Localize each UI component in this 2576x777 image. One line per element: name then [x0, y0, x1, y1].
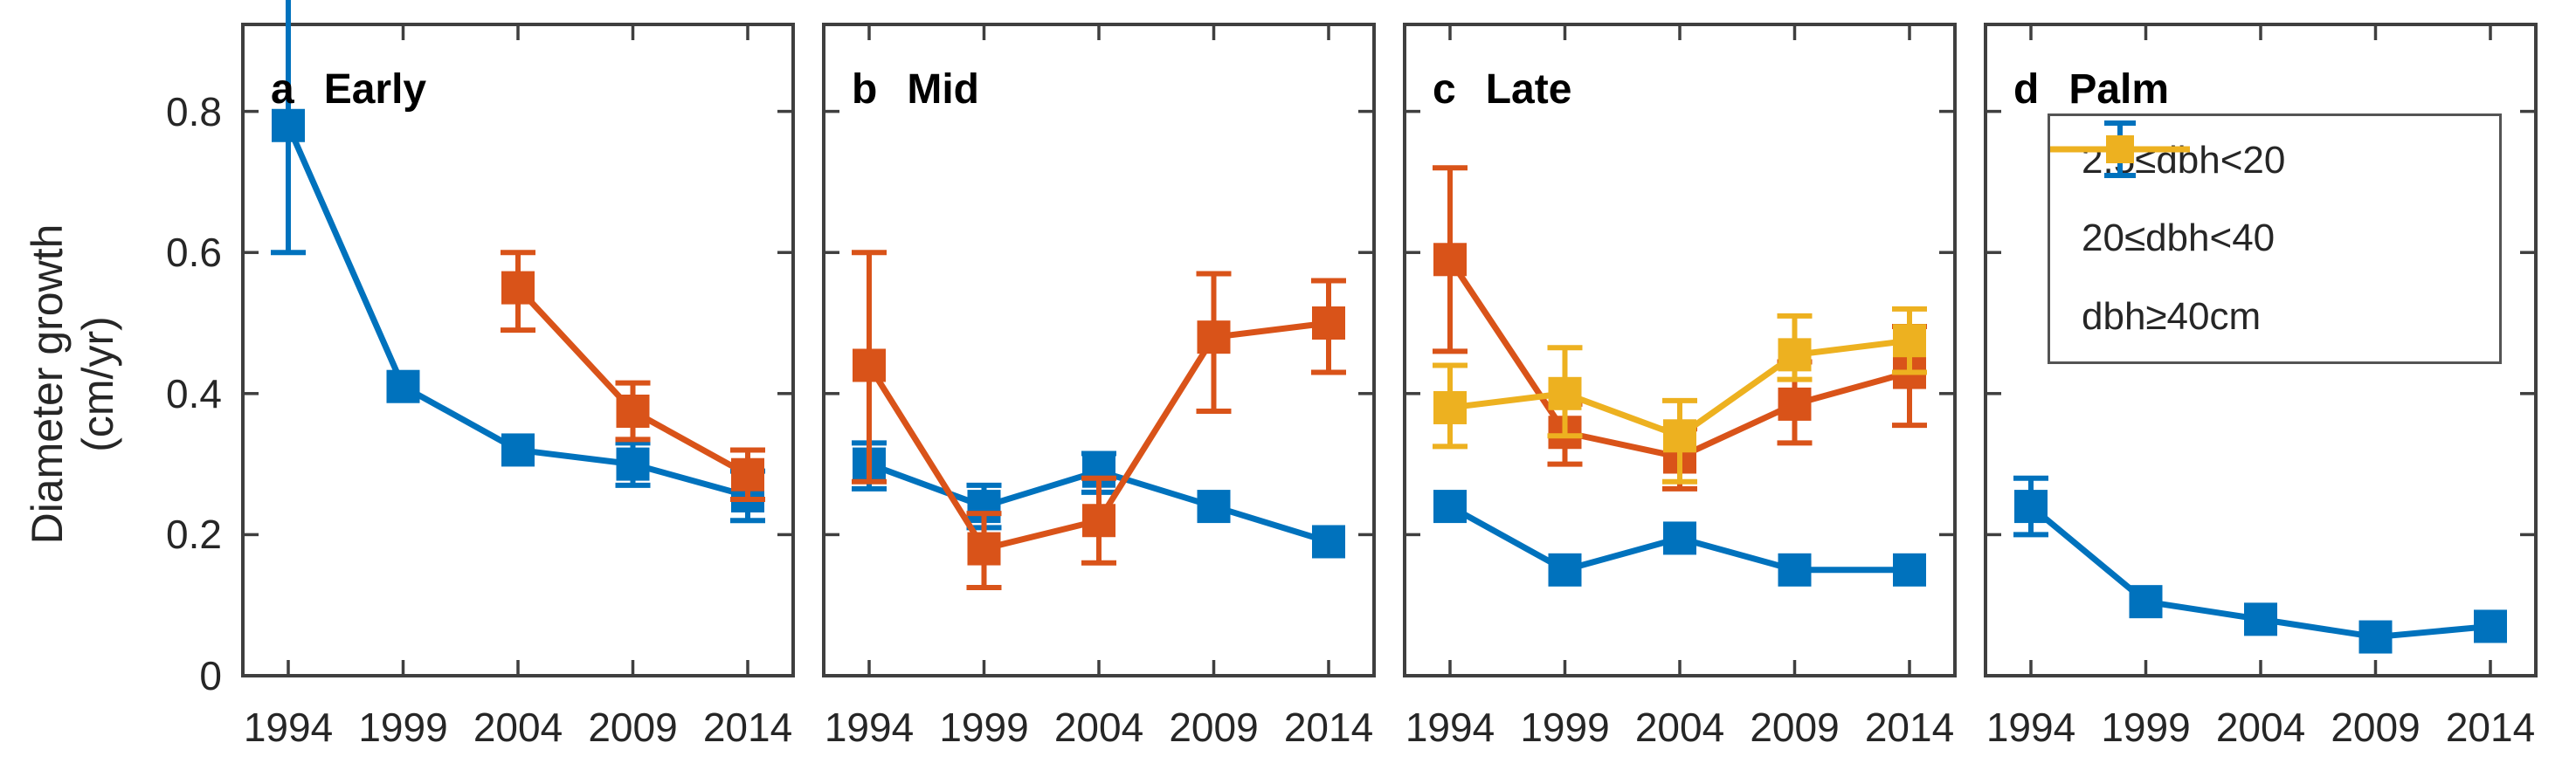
marker-square — [616, 447, 650, 481]
marker-square — [1893, 553, 1926, 587]
marker-square — [501, 271, 535, 305]
panel-name: Early — [323, 66, 427, 113]
marker-square — [1663, 419, 1696, 453]
x-tick-label-1999: 1999 — [1520, 705, 1610, 750]
series-orange — [501, 250, 765, 502]
y-tick-label-0.4: 0.4 — [166, 370, 222, 416]
series-blue — [2013, 475, 2507, 654]
panel-title-a: a Early — [271, 68, 426, 112]
x-tick-label-2009: 2009 — [1750, 705, 1840, 750]
panel-letter: b — [852, 66, 878, 113]
x-tick-label-1999: 1999 — [358, 705, 448, 750]
x-tick-label-1994: 1994 — [824, 705, 915, 750]
x-tick-label-2014: 2014 — [1864, 705, 1955, 750]
marker-square — [616, 395, 650, 428]
series-blue — [1433, 490, 1926, 587]
marker-square — [1197, 490, 1231, 524]
marker-square — [1433, 490, 1467, 524]
panel-letter: c — [1433, 66, 1456, 113]
marker-square — [501, 433, 535, 467]
x-tick-label-2009: 2009 — [588, 705, 678, 750]
panel-letter: a — [271, 66, 294, 113]
axes-box — [241, 23, 795, 677]
marker-square — [272, 108, 305, 142]
marker-square — [1433, 390, 1467, 424]
axes-box — [822, 23, 1376, 677]
marker-square — [1893, 324, 1926, 358]
panel-title-d: d Palm — [2013, 68, 2169, 112]
marker-square — [2129, 585, 2163, 619]
legend-label: 20≤dbh<40 — [2082, 217, 2276, 260]
series-orange — [852, 250, 1346, 590]
legend-marker-icon — [2050, 135, 2190, 163]
marker-square — [1778, 387, 1812, 421]
plot-area-b — [822, 23, 1376, 677]
x-tick-label-1994: 1994 — [243, 705, 334, 750]
marker-square — [2358, 620, 2393, 654]
panel-c-late: c Late 1994 1999 2004 2009 2014 — [1403, 0, 1957, 777]
x-tick-label-2004: 2004 — [1634, 705, 1725, 750]
marker-square — [1778, 553, 1812, 587]
axes-box — [1984, 23, 2538, 677]
series-blue — [271, 0, 765, 524]
panel-letter: d — [2013, 66, 2040, 113]
y-tick-label-0.2: 0.2 — [166, 512, 222, 558]
y-tick-label-0.8: 0.8 — [166, 88, 222, 134]
x-tick-label-1994: 1994 — [1405, 705, 1495, 750]
x-tick-label-1999: 1999 — [2101, 705, 2191, 750]
plot-area-d — [1984, 23, 2538, 677]
plot-area-c — [1403, 23, 1957, 677]
marker-square — [1778, 338, 1812, 372]
plot-area-a — [241, 0, 795, 677]
x-tick-label-2004: 2004 — [473, 705, 563, 750]
x-tick-label-2009: 2009 — [2331, 705, 2421, 750]
panel-d-palm: d Palm 1994 1999 2004 2009 2014 2.5≤dbh<20 20≤db… — [1984, 0, 2538, 777]
marker-square — [2474, 609, 2507, 643]
legend-entry-orange: 20≤dbh<40 — [2050, 135, 2489, 260]
x-tick-label-2014: 2014 — [1283, 705, 1374, 750]
marker-square — [1433, 243, 1467, 277]
legend-label: dbh≥40cm — [2082, 295, 2262, 339]
marker-square — [731, 457, 764, 492]
panel-name: Mid — [907, 66, 979, 113]
y-tick-label-0.6: 0.6 — [166, 230, 222, 276]
panel-title-c: c Late — [1433, 68, 1571, 112]
panel-title-b: b Mid — [852, 68, 979, 112]
marker-square — [1663, 521, 1696, 555]
marker-square — [1082, 504, 1115, 538]
x-tick-label-2004: 2004 — [1053, 705, 1144, 750]
marker-square — [2014, 490, 2048, 524]
y-axis-label-line1: Diameter growth — [23, 223, 72, 545]
legend-entry-yellow: dbh≥40cm — [2050, 135, 2489, 339]
marker-square — [1548, 376, 1582, 410]
marker-square — [2244, 602, 2277, 636]
marker-square — [1312, 525, 1345, 559]
marker-square — [853, 348, 886, 382]
x-tick-label-2009: 2009 — [1169, 705, 1259, 750]
marker-square — [1312, 306, 1345, 340]
x-tick-label-1999: 1999 — [939, 705, 1029, 750]
x-tick-label-2014: 2014 — [2445, 705, 2536, 750]
legend: 2.5≤dbh<20 20≤dbh<40 dbh≥40cm — [2048, 113, 2502, 364]
panel-name: Late — [1485, 66, 1572, 113]
axes-box — [1403, 23, 1957, 677]
x-tick-label-1994: 1994 — [1986, 705, 2076, 750]
marker-square — [386, 369, 420, 403]
y-tick-label-0: 0 — [199, 653, 222, 698]
x-tick-label-2004: 2004 — [2215, 705, 2306, 750]
panel-name: Palm — [2068, 66, 2170, 113]
panel-b-mid: b Mid 1994 1999 2004 2009 2014 — [822, 0, 1376, 777]
series-yellow — [1433, 306, 1927, 485]
x-tick-label-2014: 2014 — [702, 705, 793, 750]
panel-a-early: a Early 1994 1999 2004 2009 2014 — [241, 0, 795, 777]
marker-square — [1548, 553, 1582, 587]
marker-square — [967, 532, 1001, 566]
marker-square — [1197, 320, 1231, 354]
